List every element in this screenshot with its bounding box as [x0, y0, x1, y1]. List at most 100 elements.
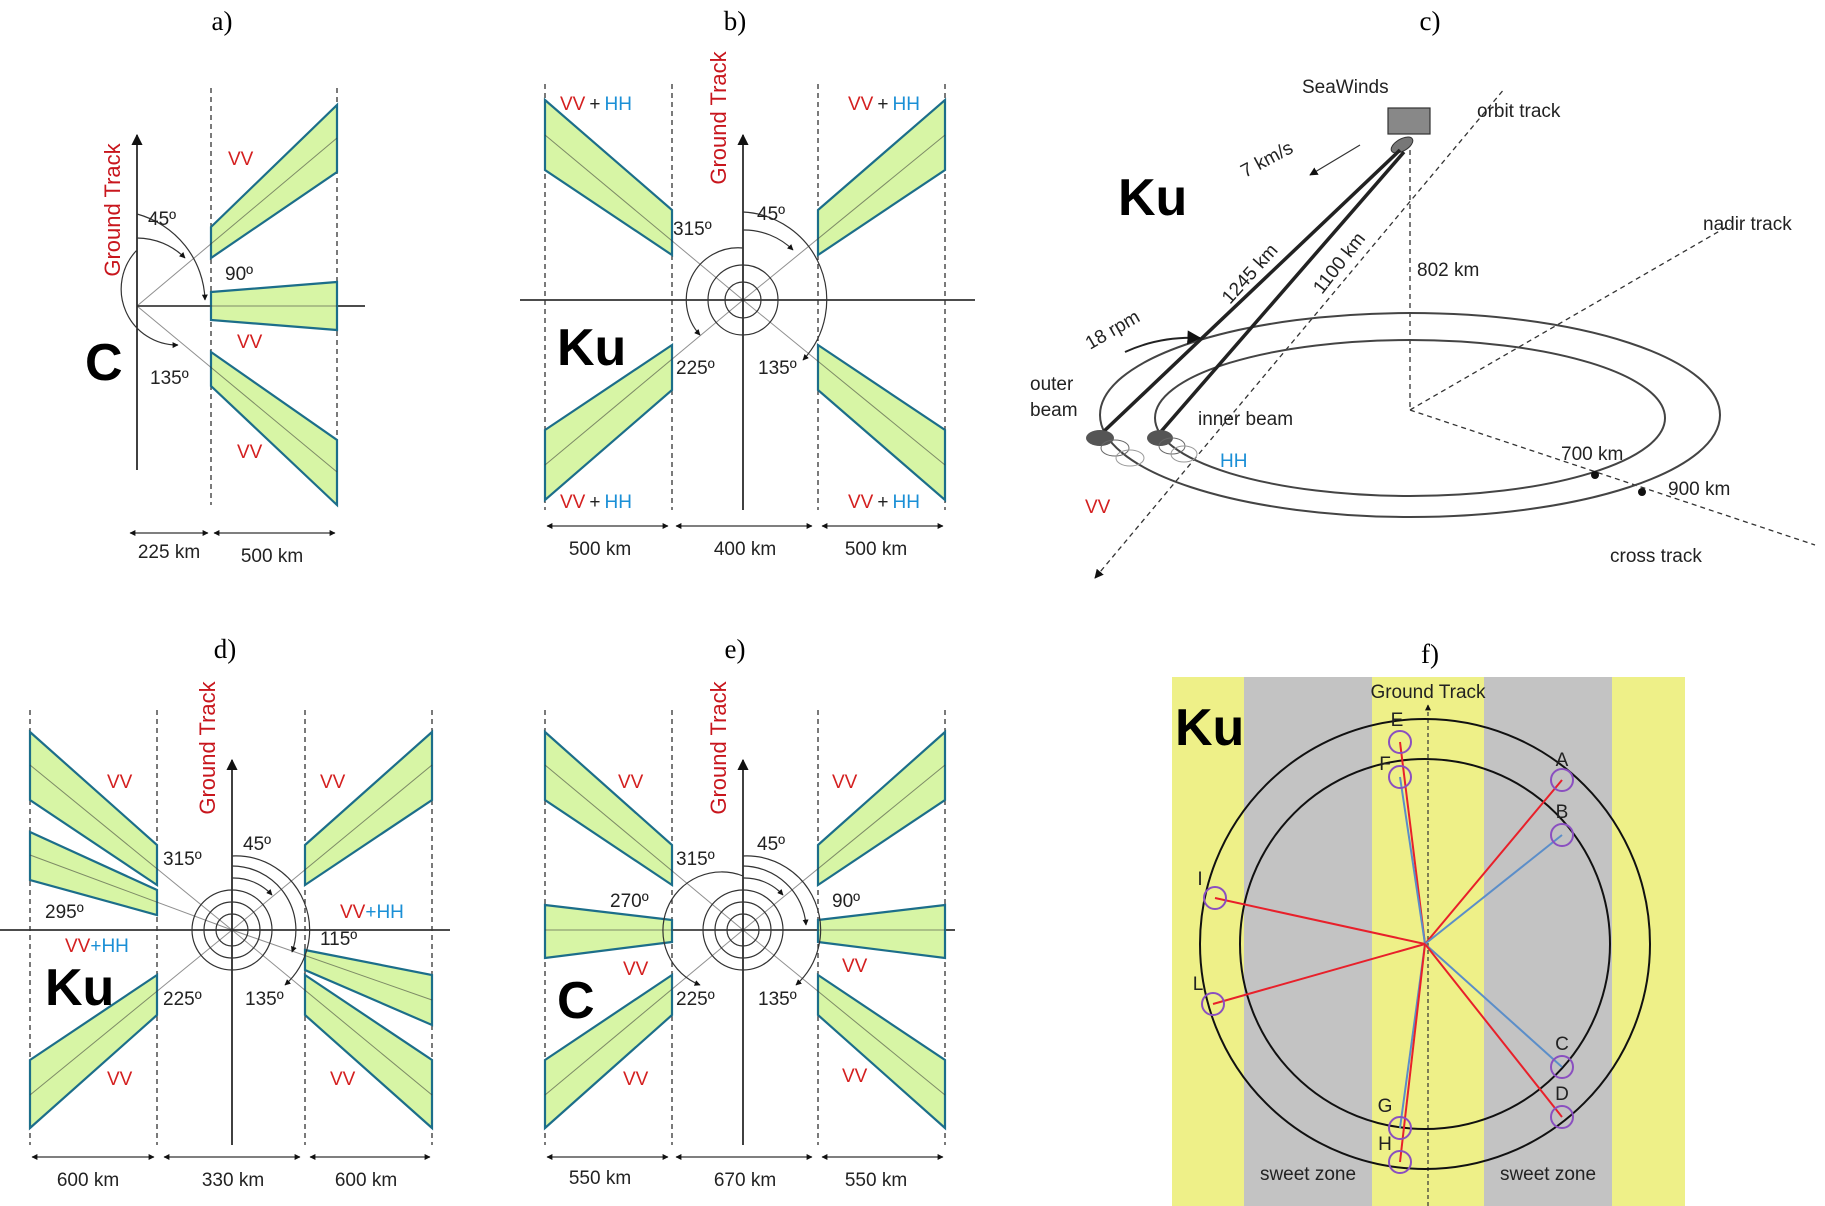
angle-label: 45º [757, 204, 785, 225]
band-label: Ku [45, 959, 114, 1017]
beam-wedge [303, 729, 434, 888]
beam-center-line [742, 134, 946, 301]
point-label: F [1379, 754, 1391, 775]
band-label: Ku [1175, 699, 1244, 757]
satellite-icon [1387, 107, 1431, 135]
beam-wedge [543, 903, 674, 960]
range-900-label: 900 km [1668, 479, 1730, 500]
beam-center-line [742, 929, 946, 1096]
point-label: E [1391, 710, 1404, 731]
angle-arc [742, 855, 822, 986]
beam-center-line [29, 854, 233, 931]
inner-beam-footprint [1147, 430, 1173, 446]
panel-b: b) Ground Track 315º 45º 225º 135º VV + HH… [520, 6, 975, 560]
outer-beam-footprint [1100, 439, 1130, 457]
beam-wedge [28, 972, 159, 1131]
polarization-label: VV+HH [848, 94, 920, 115]
polarization-label: VV [842, 1066, 868, 1087]
angle-arc [191, 889, 273, 971]
angle-arc [231, 865, 297, 953]
ground-track-label: Ground Track [706, 50, 731, 184]
polarization-label: VV [107, 772, 133, 793]
angle-arc [662, 871, 744, 986]
beam-center-line [544, 134, 744, 301]
vv-label: VV [1085, 497, 1111, 518]
sweet-zone-label: sweet zone [1260, 1164, 1356, 1185]
angle-arc [203, 901, 261, 959]
velocity-arrow [1309, 144, 1361, 176]
angle-label: 270º [610, 891, 649, 912]
inner-beam-label: inner beam [1198, 409, 1293, 430]
angle-arc [707, 264, 779, 336]
ground-track-label: Ground Track [1370, 682, 1486, 703]
polarization-label: VV [618, 772, 644, 793]
width-label: 600 km [335, 1170, 397, 1191]
ground-track-label: Ground Track [100, 142, 125, 276]
width-label: 500 km [241, 546, 303, 567]
panel-e-label: e) [725, 634, 746, 664]
angle-arc [136, 237, 186, 259]
polarization-label: VV [623, 1069, 649, 1090]
panel-b-label: b) [724, 6, 747, 36]
beam-wedge [543, 342, 674, 503]
range-marker [1591, 471, 1599, 479]
angle-label: 135º [245, 989, 284, 1010]
orbit-track-line [1094, 87, 1506, 579]
beam-center-line [136, 137, 338, 307]
angle-arc [136, 213, 208, 301]
angle-arc [702, 889, 784, 971]
inner-beam-line [1156, 150, 1406, 437]
outer-swath-ellipse [1099, 312, 1721, 518]
inner-beam-footprint [1170, 445, 1198, 463]
beam-center-line [136, 305, 338, 473]
antenna-icon [1390, 136, 1414, 154]
angle-label: 295º [45, 902, 84, 923]
angle-label: 135º [150, 368, 189, 389]
cross-track-line [1409, 409, 1816, 546]
angle-label: 225º [676, 989, 715, 1010]
angle-arc [685, 247, 744, 336]
point-label: I [1197, 869, 1202, 890]
beam-wedge [816, 97, 947, 258]
band-label: C [557, 972, 595, 1030]
cross-track-label: cross track [1610, 546, 1702, 567]
point-label: H [1378, 1134, 1392, 1155]
angle-arc [726, 913, 760, 947]
width-label: 330 km [202, 1170, 264, 1191]
beam-center-line [231, 929, 433, 1096]
inner-range-label: 1100 km [1309, 229, 1370, 298]
altitude-label: 802 km [1417, 260, 1479, 281]
angle-arc [231, 855, 311, 986]
beam-wedge [303, 972, 434, 1131]
beam-wedge [816, 342, 947, 503]
angle-arc [120, 249, 179, 349]
panel-e: e) Ground Track 45º 315º 270º 90º 225º 1… [543, 634, 955, 1191]
beam-wedge [28, 729, 159, 888]
speed-label: 7 km/s [1237, 138, 1296, 183]
angle-arc [742, 865, 809, 926]
angle-label: 315º [676, 849, 715, 870]
outer-beam-footprint [1115, 449, 1145, 467]
beam-center-line [742, 764, 946, 931]
yellow-zone [1172, 677, 1244, 1206]
outer-beam-label: beam [1030, 400, 1078, 421]
outer-swath-circle [1199, 718, 1651, 1170]
angle-arc [742, 211, 828, 361]
width-label: 670 km [714, 1170, 776, 1191]
polarization-label: VV [623, 959, 649, 980]
point-label: L [1193, 974, 1204, 995]
polarization-label: VV [320, 772, 346, 793]
point-label: G [1378, 1096, 1393, 1117]
orbit-track-label: orbit track [1477, 101, 1561, 122]
angle-label: 315º [163, 849, 202, 870]
ground-track-label: Ground Track [706, 680, 731, 814]
nadir-track-line [1409, 224, 1731, 411]
beam-center-line [544, 929, 744, 1096]
point-label: C [1555, 1034, 1569, 1055]
band-label: Ku [1118, 169, 1187, 227]
beam-wedge [209, 102, 339, 261]
beam-center-line [231, 764, 433, 931]
angle-label: 225º [163, 989, 202, 1010]
panel-d-label: d) [214, 634, 237, 664]
beam-wedge [816, 729, 947, 888]
